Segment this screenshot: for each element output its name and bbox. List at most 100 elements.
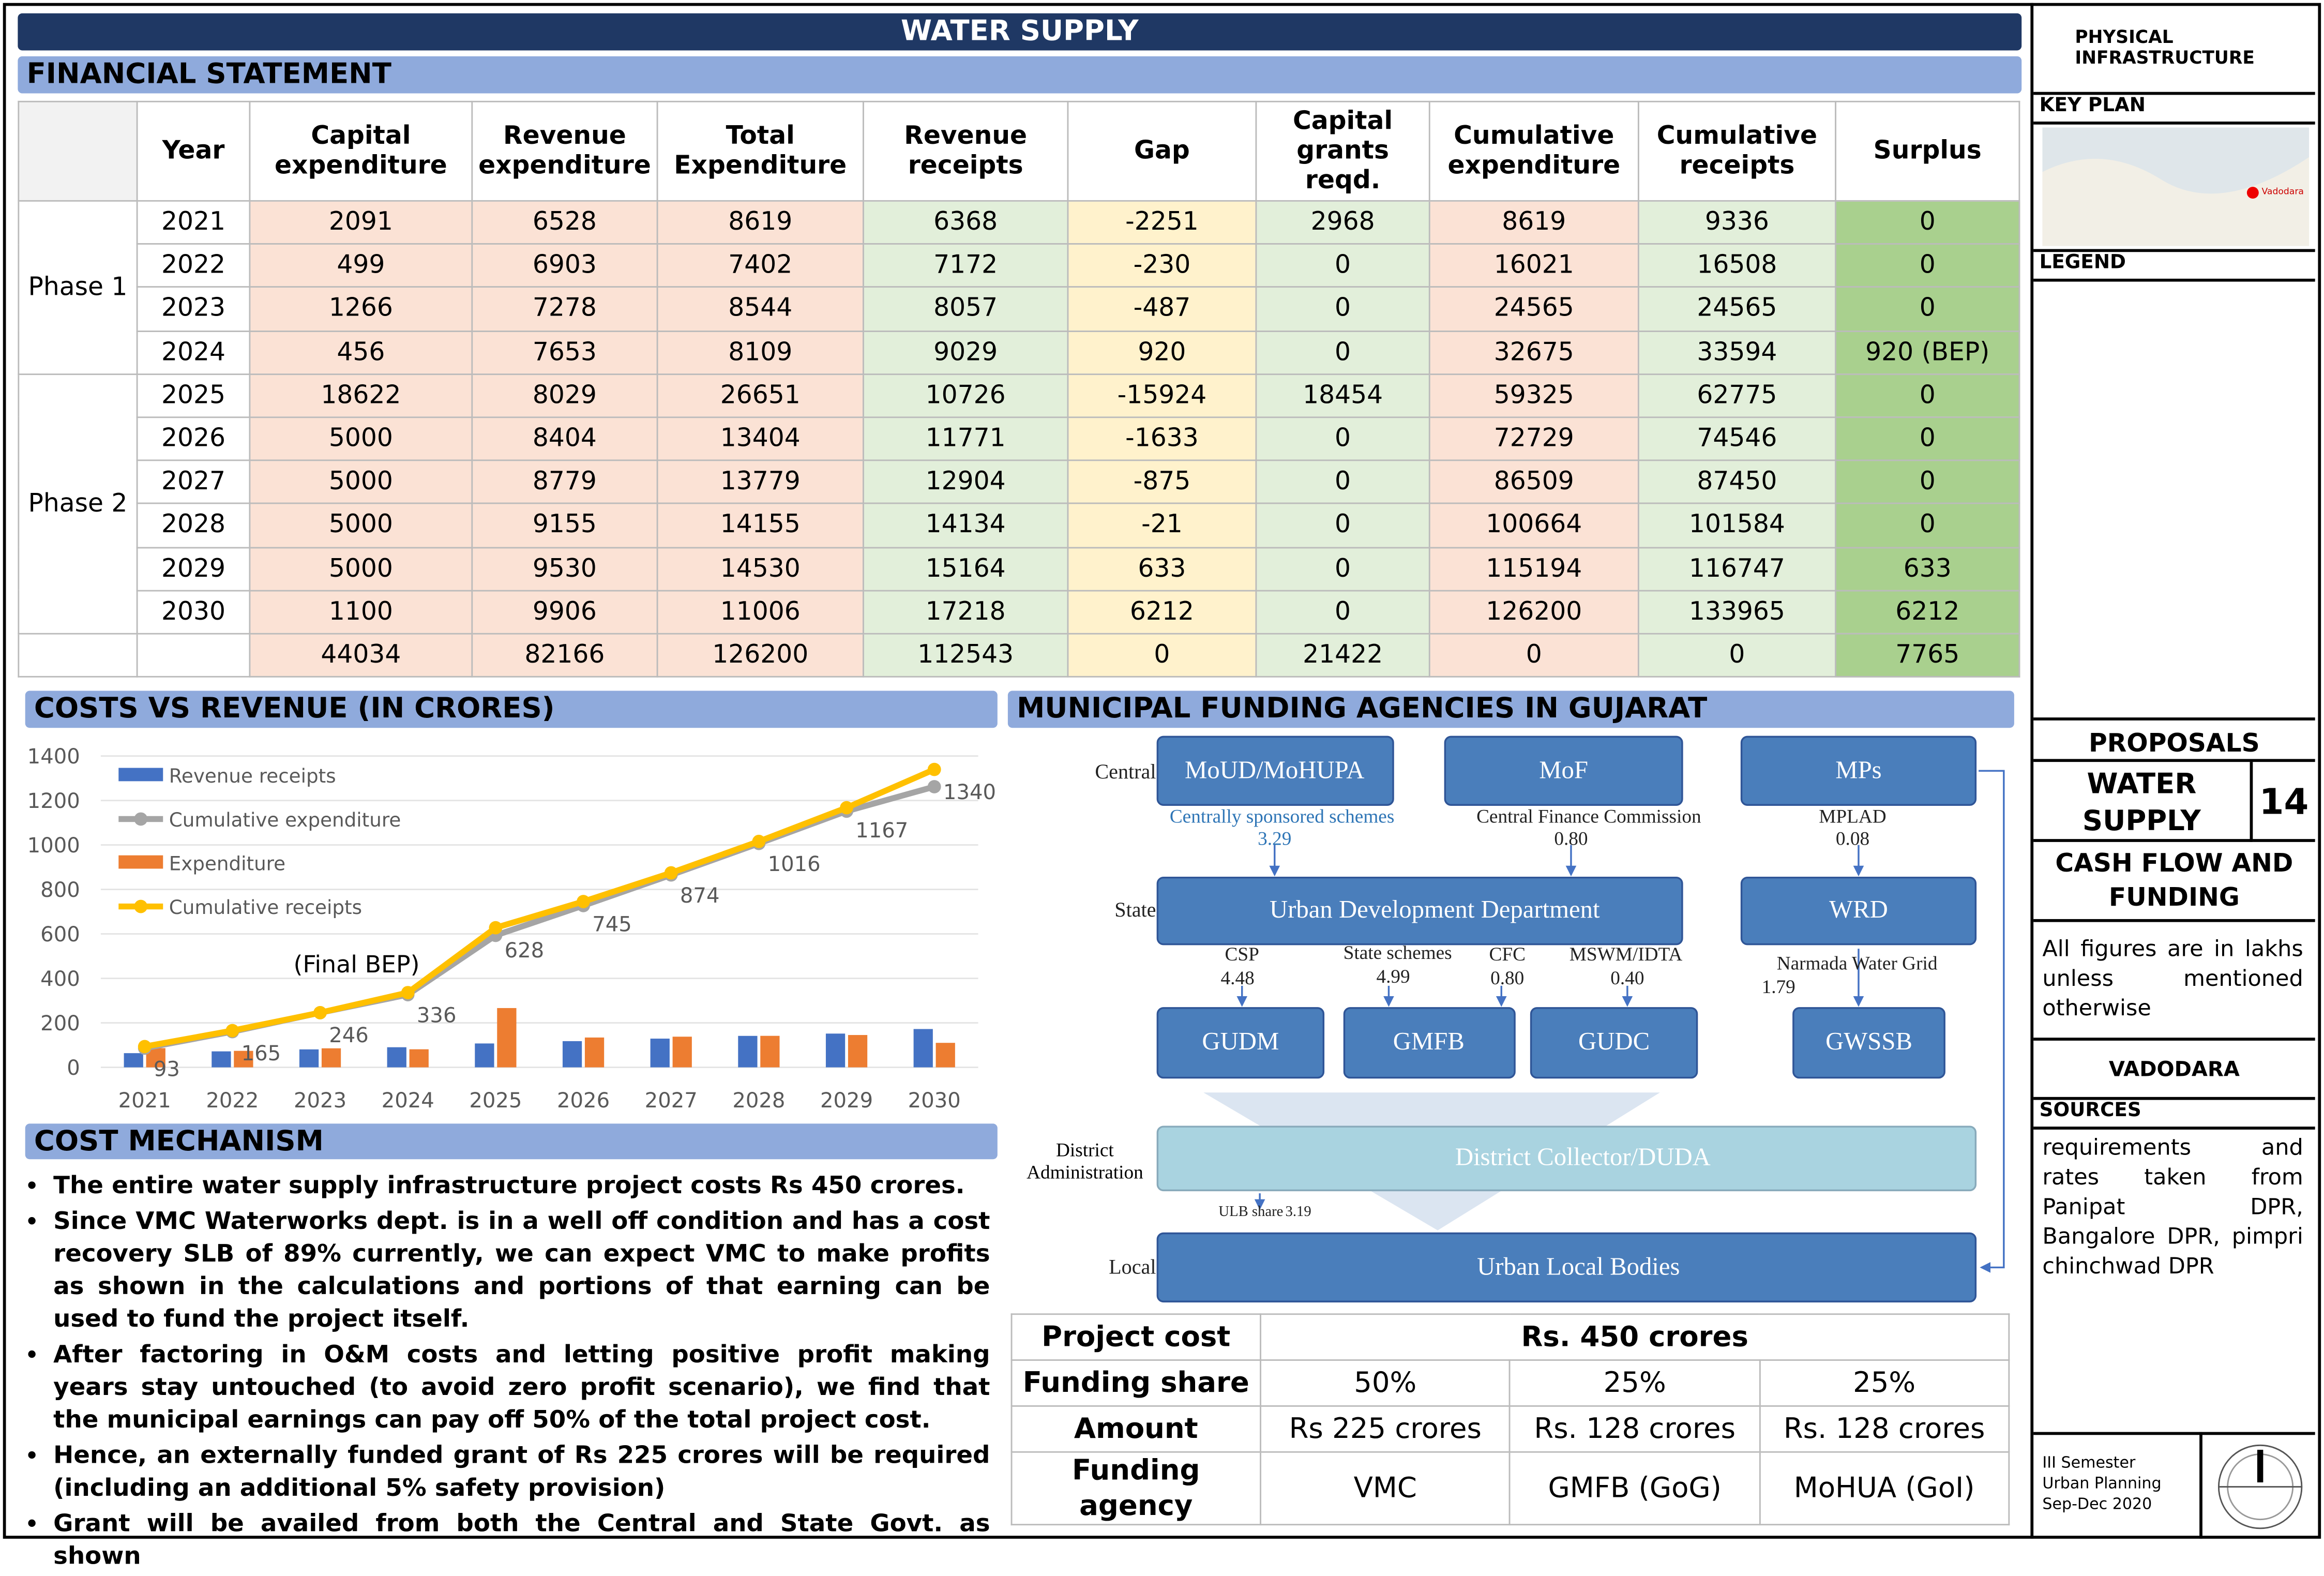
cell: 72729 xyxy=(1428,416,1639,461)
cell: 0 xyxy=(1835,243,2020,289)
row: 2026 5000 8404 13404 11771 -1633 0 72729 74546 0 xyxy=(19,416,2020,461)
cell: Project cost xyxy=(1010,1313,1261,1361)
cell: 6368 xyxy=(863,200,1069,245)
bar xyxy=(672,1037,692,1068)
cell: 62775 xyxy=(1637,373,1836,418)
flow-value: 0.80 xyxy=(1554,829,1588,850)
marker xyxy=(840,801,853,815)
cell: 100664 xyxy=(1428,503,1639,548)
bar xyxy=(848,1035,868,1068)
bullet: Hence, an externally funded grant of Rs … xyxy=(53,1439,990,1505)
data-label: 246 xyxy=(329,1024,369,1047)
header-cell: Capital grants reqd. xyxy=(1255,100,1430,202)
cell: 1266 xyxy=(249,287,473,332)
marker xyxy=(577,895,590,908)
cell: 633 xyxy=(1835,546,2020,591)
footer-line: Urban Planning xyxy=(2042,1475,2162,1493)
mechanism-title: COST MECHANISM xyxy=(25,1123,998,1160)
note: All figures are in lakhs unless mentione… xyxy=(2033,922,2315,1041)
bar xyxy=(825,1033,846,1068)
city: VADODARA xyxy=(2033,1041,2315,1100)
cell: 2022 xyxy=(136,243,251,289)
cell: 14530 xyxy=(656,546,864,591)
cell: 1100 xyxy=(249,589,473,635)
divider xyxy=(2033,1432,2315,1435)
data-label: 745 xyxy=(592,912,632,936)
row: Phase 1 2021 2091 6528 8619 6368 -2251 2968 8619… xyxy=(18,200,2020,375)
data-label: 1167 xyxy=(855,819,908,843)
x-tick-label: 2024 xyxy=(382,1089,434,1113)
cell: MoHUA (GoI) xyxy=(1758,1451,2010,1526)
cell: 0 xyxy=(1428,633,1639,678)
bar xyxy=(497,1008,517,1068)
cell: 6528 xyxy=(471,200,658,245)
cell: 5000 xyxy=(249,459,473,505)
bar xyxy=(738,1035,758,1068)
cell: Rs. 128 crores xyxy=(1758,1405,2010,1453)
legend-swatch xyxy=(134,899,148,913)
page-title: WATER SUPPLY xyxy=(18,13,2022,51)
cell: 126200 xyxy=(1428,589,1639,635)
y-tick-label: 200 xyxy=(40,1012,80,1035)
cost-table-wrap: Project cost Rs. 450 crores Funding share… xyxy=(1010,1313,2010,1526)
cell: 0 xyxy=(1255,329,1430,375)
row: Phase 2 2025 18622 8029 26651 10726 -15924 1845… xyxy=(18,373,2020,635)
group-cell: Phase 1 xyxy=(18,200,138,375)
bar xyxy=(212,1051,231,1068)
flow-value: 0.40 xyxy=(1610,968,1644,989)
cell: 920 (BEP) xyxy=(1835,329,2020,375)
cell: 8029 xyxy=(471,373,658,418)
y-tick-label: 1200 xyxy=(27,789,80,813)
cell: 2023 xyxy=(136,287,251,332)
cell: 9906 xyxy=(471,589,658,635)
level: Central xyxy=(1095,760,1156,783)
header-cell: Surplus xyxy=(1835,100,2020,202)
legend-label: Revenue receipts xyxy=(169,764,336,787)
key-plan-title: KEY PLAN xyxy=(2033,95,2315,125)
y-tick-label: 600 xyxy=(40,923,80,947)
header-cell: Gap xyxy=(1067,100,1257,202)
frame xyxy=(3,3,2321,1539)
cell: 2091 xyxy=(249,200,473,245)
bar xyxy=(935,1043,955,1068)
header-cell: Capital expenditure xyxy=(249,100,473,202)
cell: 82166 xyxy=(471,633,658,678)
cell: 16508 xyxy=(1637,243,1836,289)
cell: 14155 xyxy=(656,503,864,548)
cell: 18454 xyxy=(1255,373,1430,418)
node: WRD xyxy=(1829,895,1888,923)
sources-title: SOURCES xyxy=(2033,1100,2315,1130)
cell: 2027 xyxy=(136,459,251,505)
sheet-no: 14 xyxy=(2253,762,2315,842)
header-cell: Year xyxy=(136,100,251,202)
cell: 18622 xyxy=(249,373,473,418)
cell: 0 xyxy=(1835,373,2020,418)
footer-line: Sep-Dec 2020 xyxy=(2042,1495,2152,1514)
cell: 920 xyxy=(1067,329,1257,375)
cell: 6212 xyxy=(1067,589,1257,635)
flow-label: CFC xyxy=(1489,944,1526,965)
cell: 5000 xyxy=(249,546,473,591)
x-tick-label: 2030 xyxy=(908,1089,961,1113)
cell: 10726 xyxy=(863,373,1069,418)
header-cell: Cumulative expenditure xyxy=(1428,100,1639,202)
row: 2022 499 6903 7402 7172 -230 0 16021 16508 0 xyxy=(19,243,2020,289)
cell: 25% xyxy=(1509,1359,1760,1407)
cell xyxy=(136,633,251,678)
node: MoF xyxy=(1539,756,1588,784)
data-label: 1340 xyxy=(943,781,996,804)
cell: 2030 xyxy=(136,589,251,635)
cell: Rs. 128 crores xyxy=(1509,1405,1760,1453)
cell: 59325 xyxy=(1428,373,1639,418)
cell: 13404 xyxy=(656,416,864,461)
y-tick-label: 1400 xyxy=(27,745,80,769)
cell: 0 xyxy=(1835,459,2020,505)
y-tick-label: 1000 xyxy=(27,834,80,858)
row: 2029 5000 9530 14530 15164 633 0 115194 116747 63… xyxy=(19,546,2020,591)
cost-table: Project cost Rs. 450 crores Funding share… xyxy=(1010,1313,2010,1526)
cell: -487 xyxy=(1067,287,1257,332)
marker xyxy=(664,866,678,880)
cell: 50% xyxy=(1260,1359,1511,1407)
marker xyxy=(225,1024,239,1038)
cell: 0 xyxy=(1255,416,1430,461)
